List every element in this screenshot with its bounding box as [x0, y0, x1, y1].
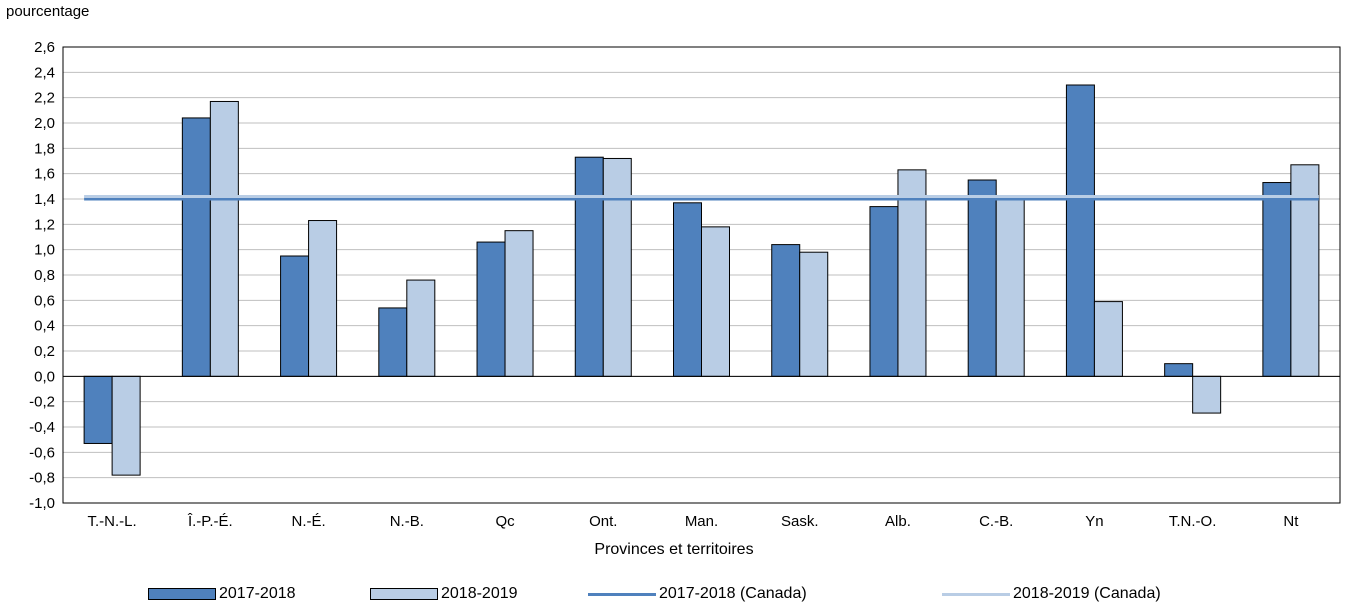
x-tick-label: N.-É.	[291, 513, 325, 530]
bar-series-1	[83, 375, 113, 444]
y-tick-label: 1,4	[34, 191, 55, 208]
bar-series-1	[181, 117, 211, 377]
x-axis-title: Provinces et territoires	[594, 541, 754, 558]
y-tick-label: 1,8	[34, 140, 55, 157]
y-tick-label: 1,2	[34, 216, 55, 233]
legend: 2017-2018 2018-2019 2017-2018 (Canada) 2…	[0, 585, 1348, 607]
y-tick-label: 2,6	[34, 39, 55, 56]
bar-series-1	[1262, 182, 1292, 377]
legend-label-series-2: 2018-2019	[441, 585, 518, 602]
x-tick-label: Ont.	[589, 513, 617, 530]
x-tick-label: Alb.	[885, 513, 911, 530]
legend-swatch-canada-1	[588, 592, 656, 596]
legend-item-canada-1: 2017-2018 (Canada)	[588, 585, 807, 603]
y-tick-label: 0,8	[34, 267, 55, 284]
bar-series-2	[701, 226, 730, 377]
y-tick-label: 2,2	[34, 90, 55, 107]
legend-item-canada-2: 2018-2019 (Canada)	[942, 585, 1161, 603]
legend-swatch-series-1	[148, 588, 216, 600]
chart-plot: -1,0 -0,8 -0,6 -0,4 -0,2 0,0 0,2 0,4 0,6 0,8 1,0 1,…	[29, 39, 1341, 530]
y-tick-label: 0,2	[34, 343, 55, 360]
y-tick-label: 2,4	[34, 64, 55, 81]
legend-label-canada-2: 2018-2019 (Canada)	[1013, 585, 1161, 602]
y-tick-label: -1,0	[29, 495, 55, 512]
legend-item-series-2: 2018-2019	[370, 585, 518, 603]
legend-label-series-1: 2017-2018	[219, 585, 296, 602]
x-tick-label: N.-B.	[390, 513, 424, 530]
y-tick-label: 0,0	[34, 368, 55, 385]
y-tick-label: -0,2	[29, 394, 55, 411]
x-tick-label: Î.-P.-É.	[187, 513, 233, 530]
x-tick-label: Nt	[1283, 513, 1299, 530]
y-tick-label: -0,8	[29, 470, 55, 487]
bar-series-2	[897, 169, 927, 377]
bar-series-2	[209, 100, 239, 377]
x-tick-label: T.-N.-L.	[88, 513, 137, 530]
bar-series-2	[602, 157, 632, 377]
bar-series-1	[476, 241, 506, 377]
bar-series-2	[995, 198, 1025, 377]
bar-series-1	[378, 307, 408, 377]
y-tick-label: 0,6	[34, 292, 55, 309]
y-tick-label: 0,4	[34, 318, 55, 335]
y-tick-label: 1,0	[34, 242, 55, 259]
bar-series-2	[111, 375, 141, 476]
legend-label-canada-1: 2017-2018 (Canada)	[659, 585, 807, 602]
bar-series-2	[406, 279, 436, 377]
plot-frame	[62, 46, 1341, 504]
x-tick-label: Sask.	[781, 513, 819, 530]
bar-series-1	[1164, 363, 1194, 377]
bar-series-2	[308, 220, 338, 377]
y-tick-label: 1,6	[34, 166, 55, 183]
y-tick-label: -0,4	[29, 419, 55, 436]
y-tick-label: 2,0	[34, 115, 55, 132]
bar-series-1	[771, 244, 801, 377]
bar-series-2	[799, 251, 829, 377]
legend-swatch-series-2	[370, 588, 438, 600]
bar-series-2	[1093, 301, 1123, 377]
bar-series-2	[1192, 375, 1222, 414]
bar-series-1	[1065, 84, 1095, 377]
x-tick-label: C.-B.	[979, 513, 1013, 530]
bar-series-1	[673, 202, 702, 377]
x-tick-label: Yn	[1085, 513, 1103, 530]
legend-swatch-canada-2	[942, 592, 1010, 596]
bar-series-2	[504, 230, 534, 377]
y-axis-label: pourcentage	[6, 3, 90, 20]
x-tick-label: T.N.-O.	[1169, 513, 1217, 530]
bar-series-1	[869, 206, 899, 377]
x-tick-label: Man.	[685, 513, 718, 530]
x-tick-label: Qc	[495, 513, 515, 530]
bar-series-1	[967, 179, 997, 377]
bar-series-1	[574, 156, 604, 377]
bar-series-1	[280, 255, 310, 377]
y-tick-label: -0,6	[29, 444, 55, 461]
legend-item-series-1: 2017-2018	[148, 585, 296, 603]
